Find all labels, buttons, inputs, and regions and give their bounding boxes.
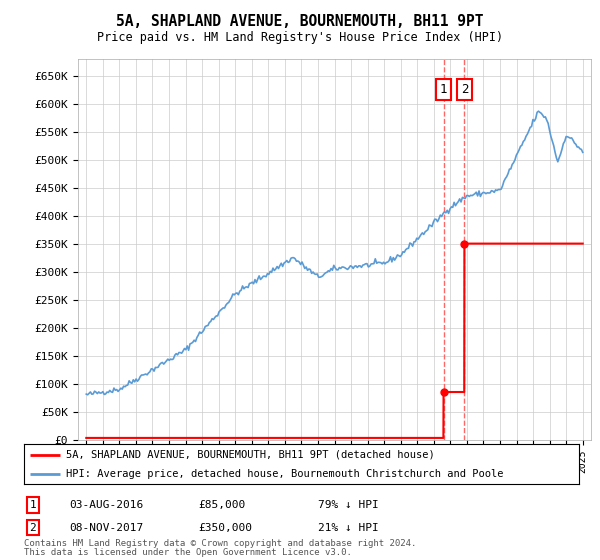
Text: This data is licensed under the Open Government Licence v3.0.: This data is licensed under the Open Gov… — [24, 548, 352, 557]
Text: Contains HM Land Registry data © Crown copyright and database right 2024.: Contains HM Land Registry data © Crown c… — [24, 539, 416, 548]
Text: 21% ↓ HPI: 21% ↓ HPI — [318, 522, 379, 533]
Text: 08-NOV-2017: 08-NOV-2017 — [69, 522, 143, 533]
Text: 2: 2 — [29, 522, 37, 533]
Text: 79% ↓ HPI: 79% ↓ HPI — [318, 500, 379, 510]
Text: £85,000: £85,000 — [198, 500, 245, 510]
Text: 5A, SHAPLAND AVENUE, BOURNEMOUTH, BH11 9PT: 5A, SHAPLAND AVENUE, BOURNEMOUTH, BH11 9… — [116, 14, 484, 29]
Text: 03-AUG-2016: 03-AUG-2016 — [69, 500, 143, 510]
Text: 5A, SHAPLAND AVENUE, BOURNEMOUTH, BH11 9PT (detached house): 5A, SHAPLAND AVENUE, BOURNEMOUTH, BH11 9… — [65, 450, 434, 460]
Text: 2: 2 — [461, 83, 468, 96]
Text: 1: 1 — [440, 83, 448, 96]
Text: 1: 1 — [29, 500, 37, 510]
Text: HPI: Average price, detached house, Bournemouth Christchurch and Poole: HPI: Average price, detached house, Bour… — [65, 469, 503, 479]
Text: £350,000: £350,000 — [198, 522, 252, 533]
Text: Price paid vs. HM Land Registry's House Price Index (HPI): Price paid vs. HM Land Registry's House … — [97, 31, 503, 44]
